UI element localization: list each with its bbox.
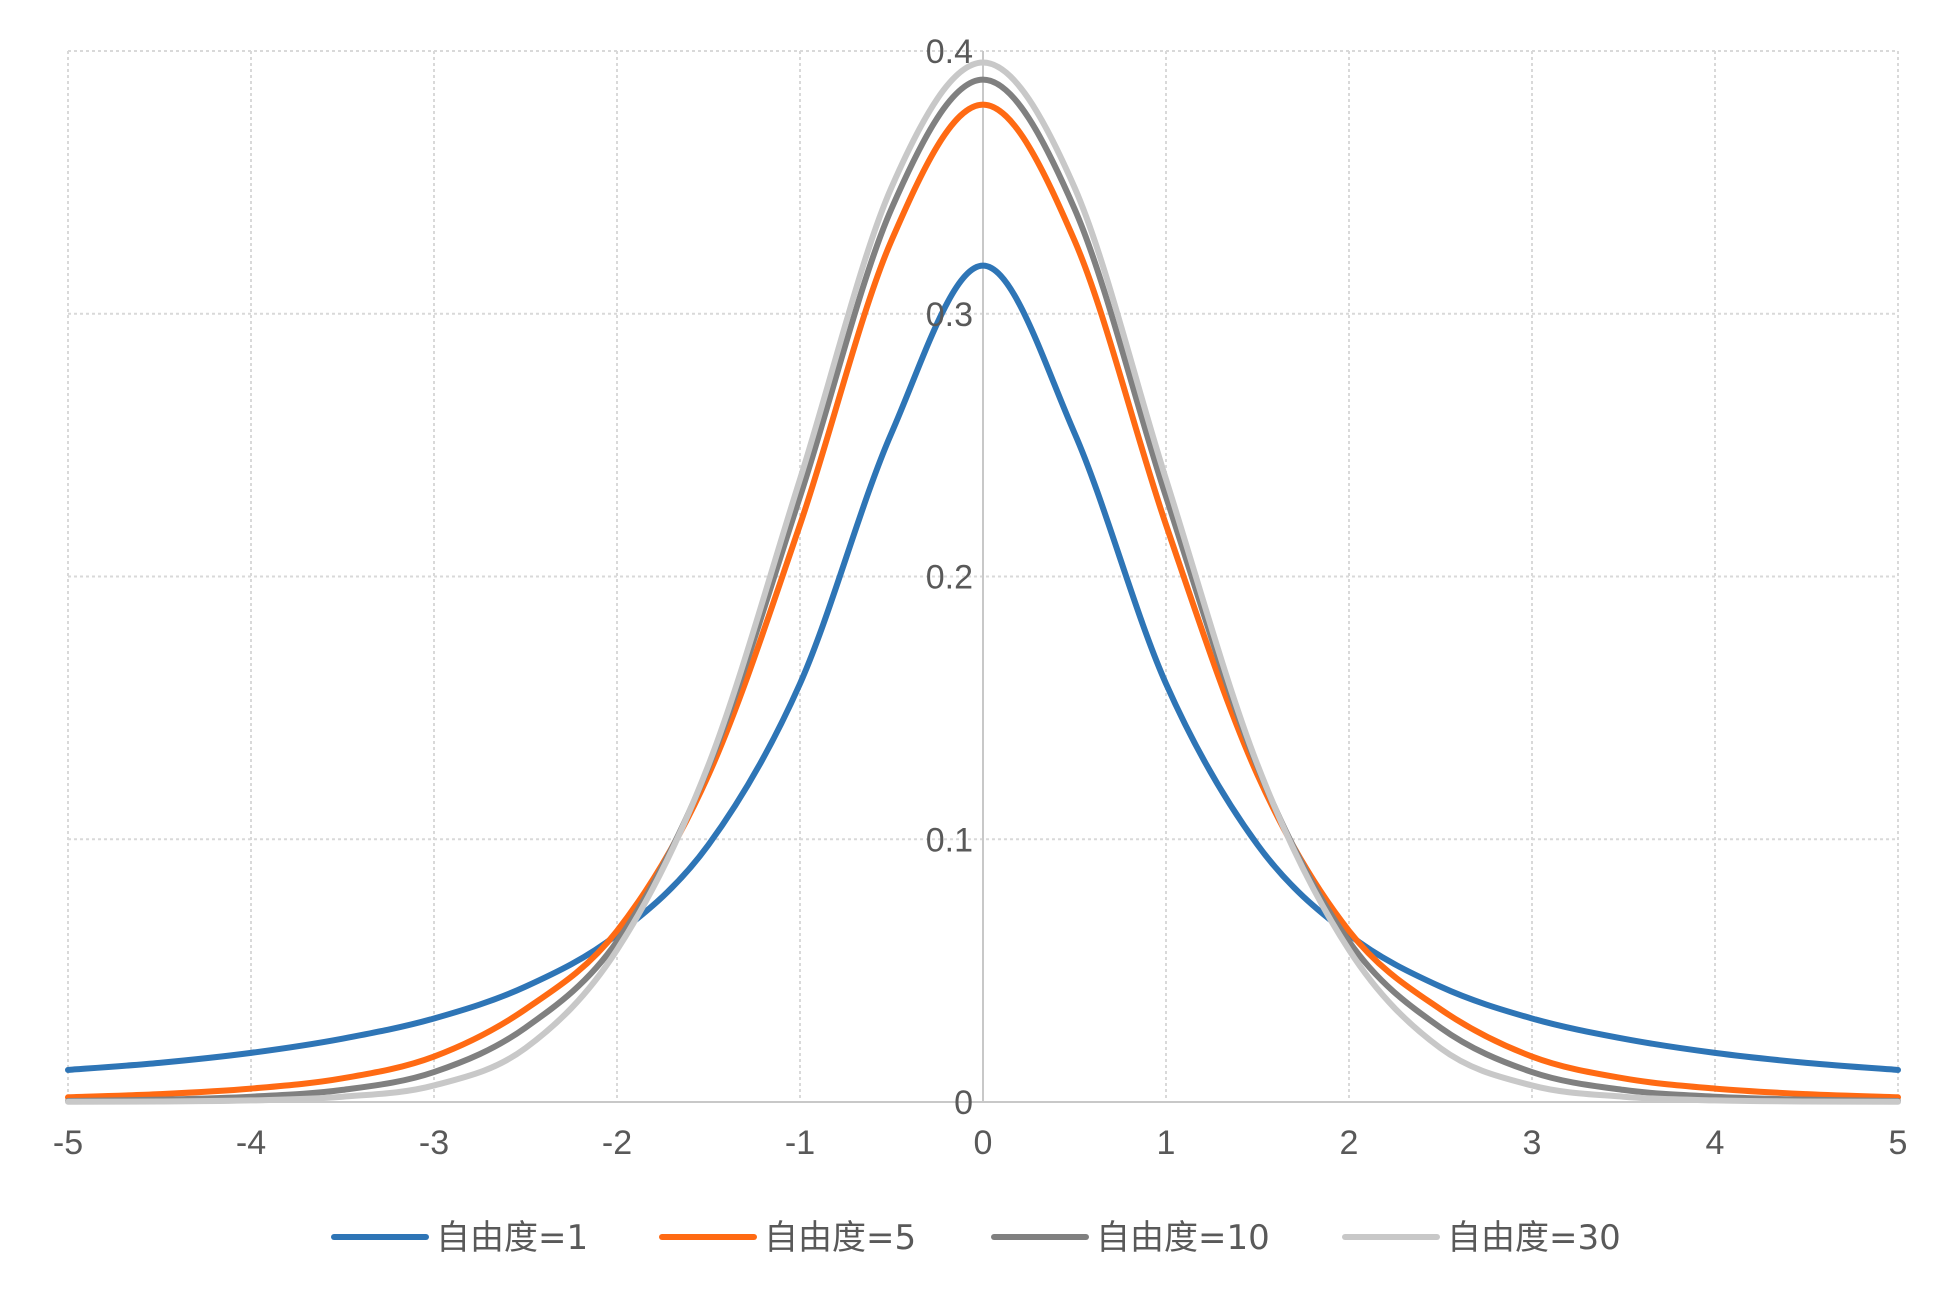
x-tick-label: -1 — [785, 1124, 815, 1162]
plot-area — [65, 59, 1901, 1105]
y-tick-label: 0 — [954, 1084, 973, 1122]
x-tick-label: -2 — [602, 1124, 632, 1162]
x-tick-label: -5 — [53, 1124, 83, 1162]
legend: 自由度=1 自由度=5 自由度=10 自由度=30 — [331, 1218, 1621, 1258]
x-axis-tick-labels: -5 -4 -3 -2 -1 0 1 2 3 4 5 — [53, 1124, 1908, 1162]
legend-label: 自由度=10 — [1096, 1218, 1270, 1258]
series-line-3 — [65, 76, 1901, 1104]
legend-item: 自由度=5 — [659, 1218, 916, 1258]
x-tick-label: -4 — [236, 1124, 266, 1162]
legend-label: 自由度=30 — [1447, 1218, 1621, 1258]
series-line-4 — [65, 59, 1901, 1105]
legend-label: 自由度=1 — [436, 1218, 588, 1258]
x-tick-label: 0 — [974, 1124, 993, 1162]
legend-item: 自由度=30 — [1342, 1218, 1621, 1258]
x-tick-label: 3 — [1523, 1124, 1542, 1162]
x-tick-label: 4 — [1706, 1124, 1725, 1162]
y-tick-label: 0.2 — [926, 559, 973, 597]
series-line-2 — [65, 101, 1901, 1101]
axes — [68, 51, 1898, 1103]
series-line-1 — [65, 262, 1901, 1073]
y-tick-label: 0.4 — [926, 33, 973, 71]
x-tick-label: -3 — [419, 1124, 449, 1162]
legend-label: 自由度=5 — [764, 1218, 916, 1258]
y-tick-label: 0.1 — [926, 821, 973, 859]
x-tick-label: 5 — [1889, 1124, 1908, 1162]
x-tick-label: 1 — [1157, 1124, 1176, 1162]
legend-item: 自由度=10 — [991, 1218, 1270, 1258]
x-tick-label: 2 — [1340, 1124, 1359, 1162]
legend-item: 自由度=1 — [331, 1218, 588, 1258]
y-axis-tick-labels: 0 0.1 0.2 0.3 0.4 — [926, 33, 973, 1122]
y-tick-label: 0.3 — [926, 296, 973, 334]
